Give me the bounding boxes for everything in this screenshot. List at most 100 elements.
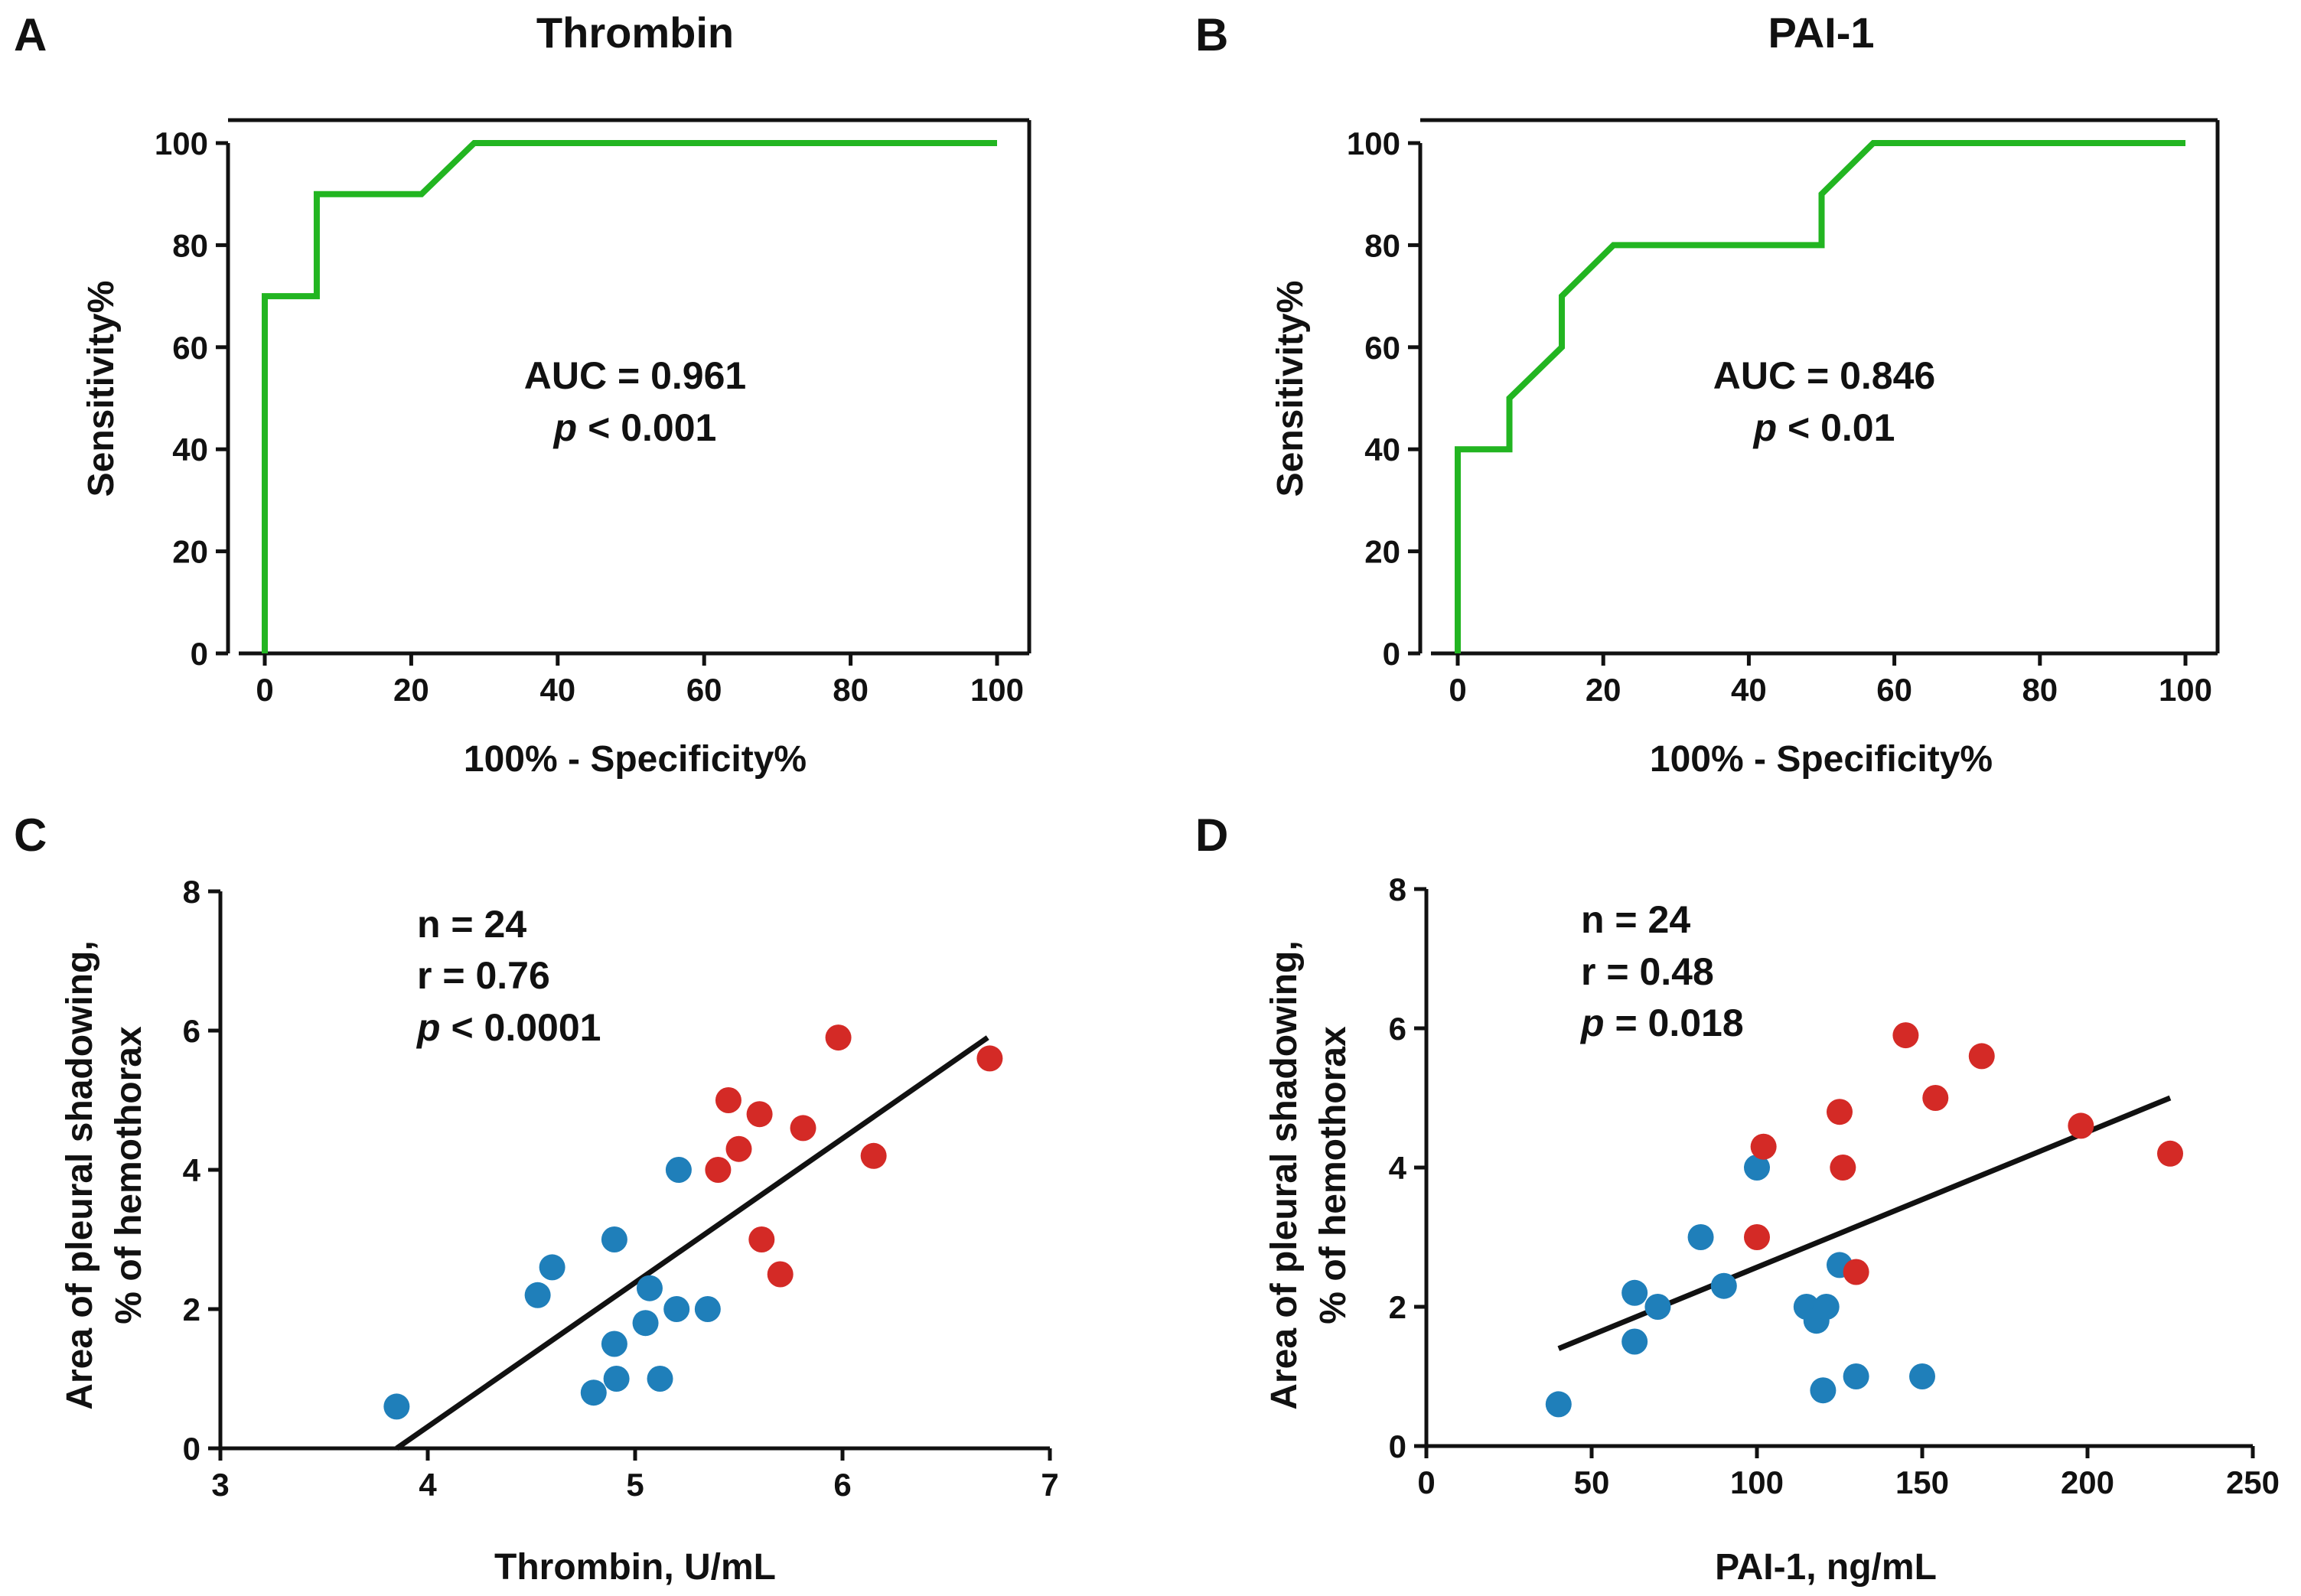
data-point-red-d (1843, 1259, 1869, 1285)
data-point-red-d (2157, 1140, 2183, 1167)
y-tick-label-b: 20 (1364, 534, 1400, 570)
y-tick-label-b: 40 (1364, 432, 1400, 467)
data-point-blue-c (694, 1296, 721, 1322)
data-point-blue-c (524, 1282, 551, 1308)
p-annotation-c: p < 0.0001 (416, 1006, 601, 1049)
data-point-red-c (705, 1157, 732, 1183)
data-point-blue-d (1644, 1294, 1671, 1320)
data-point-blue-d (1810, 1377, 1837, 1404)
panel-a: A Thrombin 0 20 40 60 80 100 0 20 40 60 80 100 100%… (14, 8, 1032, 780)
y-tick-label-d: 8 (1389, 871, 1406, 907)
y-tick-label-b: 0 (1383, 636, 1400, 672)
panel-d: D 0 50 100 150 200 250 0 2 4 6 8 PAI-1, ng/mL Area… (1195, 809, 2280, 1588)
roc-curve-a (262, 140, 997, 653)
n-annotation-c: n = 24 (417, 903, 526, 946)
data-point-blue-d (1710, 1272, 1737, 1299)
x-tick-label-d: 50 (1574, 1464, 1610, 1500)
x-tick-label-d: 100 (1730, 1464, 1784, 1500)
data-point-red-d (1750, 1133, 1777, 1160)
y-tick-label-b: 60 (1364, 330, 1400, 366)
data-point-red-d (1827, 1099, 1853, 1125)
x-tick-label-d: 0 (1417, 1464, 1435, 1500)
x-tick-label-a: 40 (539, 672, 575, 708)
y-axis-label-b: Sensitivity% (1270, 281, 1311, 497)
data-point-red-d (1922, 1085, 1949, 1111)
data-point-blue-d (1687, 1224, 1714, 1250)
x-axis-label-a: 100% - Specificity% (464, 739, 807, 780)
y-tick-label-c: 4 (183, 1152, 201, 1188)
p-value-a: < 0.001 (577, 406, 716, 449)
data-point-blue-c (636, 1275, 663, 1301)
x-tick-label-a: 80 (833, 672, 869, 708)
p-symbol-a: p (552, 406, 578, 449)
p-annotation-b: p < 0.01 (1752, 406, 1895, 449)
x-tick-label-d: 150 (1895, 1464, 1949, 1500)
y-axis-label-a: Sensitivity% (81, 281, 122, 497)
data-point-blue-d (1621, 1279, 1648, 1306)
scatter-plot-c: 3 4 5 6 7 0 2 4 6 8 (183, 874, 1059, 1503)
x-axis-label-b: 100% - Specificity% (1650, 739, 1993, 780)
x-tick-label-c: 5 (626, 1467, 644, 1503)
p-annotation-a: p < 0.001 (552, 406, 717, 449)
y-tick-label-d: 4 (1389, 1150, 1407, 1186)
p-symbol-d: p (1579, 1002, 1605, 1044)
data-point-red-c (767, 1261, 794, 1288)
x-tick-label-d: 200 (2061, 1464, 2114, 1500)
data-point-red-d (1830, 1155, 1856, 1181)
panel-letter-b: B (1195, 9, 1228, 60)
x-tick-label-c: 6 (833, 1467, 851, 1503)
p-annotation-d: p = 0.018 (1579, 1002, 1744, 1044)
x-tick-label-b: 0 (1449, 672, 1466, 708)
data-point-red-c (748, 1226, 775, 1252)
p-value-d: = 0.018 (1605, 1002, 1744, 1044)
data-point-red-d (1892, 1022, 1919, 1049)
data-point-red-c (715, 1087, 741, 1113)
data-point-blue-c (383, 1393, 410, 1420)
y-tick-label-a: 40 (172, 432, 208, 467)
data-point-red-c (825, 1024, 852, 1051)
panel-b: B PAI-1 0 20 40 60 80 100 0 20 40 60 80 100 100% - … (1195, 8, 2220, 780)
chart-title-b: PAI-1 (1768, 8, 1875, 57)
panel-letter-a: A (14, 9, 47, 60)
y-tick-label-c: 8 (183, 874, 200, 910)
data-point-blue-c (539, 1254, 565, 1281)
chart-title-a: Thrombin (536, 8, 734, 57)
y-tick-label-b: 100 (1347, 125, 1400, 161)
data-point-blue-d (1545, 1391, 1572, 1418)
x-tick-label-b: 80 (2022, 672, 2058, 708)
roc-plot-a: 0 20 40 60 80 100 0 20 40 60 80 100 (155, 118, 1032, 708)
y-tick-label-a: 0 (191, 636, 208, 672)
y-tick-label-a: 80 (172, 227, 208, 263)
data-point-blue-d (1621, 1328, 1648, 1355)
p-value-c: < 0.0001 (441, 1006, 601, 1049)
r-annotation-c: r = 0.76 (417, 954, 550, 997)
panel-letter-c: C (14, 809, 47, 861)
p-symbol-c: p (416, 1006, 441, 1049)
r-annotation-d: r = 0.48 (1581, 950, 1714, 993)
x-tick-label-a: 20 (393, 672, 429, 708)
data-point-red-d (1968, 1043, 1995, 1070)
x-tick-label-c: 7 (1041, 1467, 1058, 1503)
x-tick-label-c: 3 (211, 1467, 229, 1503)
data-point-blue-c (603, 1366, 630, 1392)
x-tick-label-a: 0 (256, 672, 273, 708)
y-tick-label-d: 2 (1389, 1289, 1406, 1325)
x-tick-label-c: 4 (419, 1467, 437, 1503)
y-tick-label-a: 60 (172, 330, 208, 366)
y-tick-label-a: 100 (155, 125, 208, 161)
data-point-blue-d (1909, 1363, 1935, 1389)
x-tick-label-b: 20 (1586, 672, 1621, 708)
data-point-red-c (790, 1115, 816, 1142)
x-tick-label-b: 60 (1876, 672, 1912, 708)
n-annotation-d: n = 24 (1581, 898, 1690, 941)
panel-c: C 3 4 5 6 7 0 2 4 6 8 Thrombin, U/mL Area of pleu… (14, 809, 1059, 1588)
data-point-blue-d (1843, 1363, 1869, 1389)
y-tick-label-a: 20 (172, 534, 208, 570)
y-tick-label-c: 2 (183, 1291, 200, 1327)
y-tick-label-c: 6 (183, 1013, 200, 1049)
p-value-b: < 0.01 (1777, 406, 1895, 449)
x-axis-label-c: Thrombin, U/mL (494, 1547, 776, 1588)
y-axis-label-d-line1: Area of pleural shadowing, (1264, 940, 1305, 1409)
data-point-red-c (860, 1142, 887, 1169)
